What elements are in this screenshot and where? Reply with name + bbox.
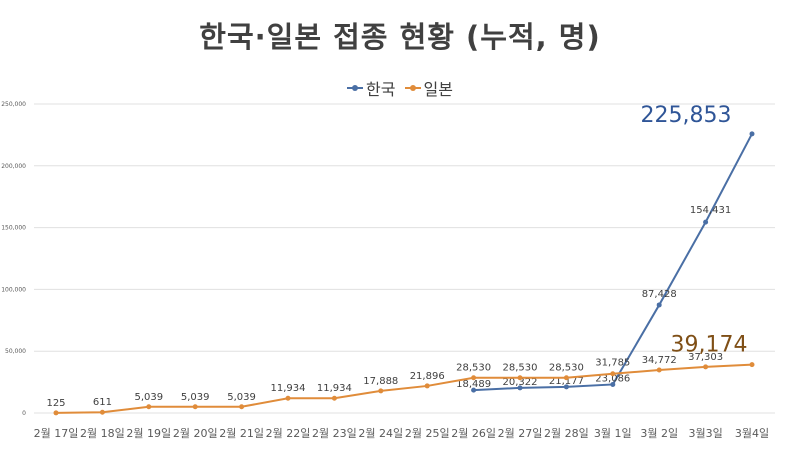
legend-item-korea: 한국 <box>347 76 395 100</box>
data-point <box>471 375 477 381</box>
data-label: 11,934 <box>317 383 352 394</box>
x-tick-label: 2월 17일 <box>34 426 79 440</box>
data-point <box>239 404 245 410</box>
legend-swatch-korea <box>347 85 363 91</box>
x-tick-label: 2월 18일 <box>80 426 125 440</box>
data-label: 31,785 <box>595 358 630 369</box>
data-label: 5,039 <box>227 392 256 403</box>
data-point <box>563 375 569 381</box>
x-tick-label: 2월 22일 <box>266 426 311 440</box>
legend-swatch-japan <box>404 85 421 91</box>
data-label: 28,530 <box>456 363 491 374</box>
data-point <box>703 364 709 370</box>
data-point <box>749 362 755 368</box>
data-point <box>378 388 384 394</box>
data-label: 87,428 <box>642 289 677 300</box>
data-point <box>656 367 662 373</box>
data-point <box>471 387 477 393</box>
data-label-final: 225,853 <box>641 103 732 128</box>
data-point <box>331 395 337 401</box>
data-point <box>517 385 523 391</box>
y-tick-label: 100,000 <box>1 286 26 293</box>
data-label: 5,039 <box>181 392 210 403</box>
data-point <box>656 302 662 308</box>
data-point <box>610 381 616 387</box>
data-point <box>517 375 523 381</box>
data-point <box>610 371 616 377</box>
y-tick-label: 250,000 <box>1 101 26 108</box>
data-label: 21,896 <box>410 371 445 382</box>
x-tick-label: 2월 23일 <box>312 426 357 440</box>
data-point <box>749 131 755 137</box>
x-tick-label: 3월3일 <box>688 426 722 440</box>
data-point <box>424 383 430 389</box>
data-label: 154,431 <box>690 205 731 216</box>
data-point <box>285 395 291 401</box>
data-label: 611 <box>93 397 112 408</box>
data-point <box>192 404 198 410</box>
x-tick-label: 2월 20일 <box>173 426 218 440</box>
y-tick-label: 200,000 <box>1 163 26 170</box>
y-tick-label: 0 <box>22 410 26 417</box>
series-line-japan <box>55 363 753 414</box>
legend-item-japan: 일본 <box>404 76 453 100</box>
data-label: 28,530 <box>503 363 538 374</box>
legend: 한국 일본 <box>0 74 800 100</box>
x-tick-label: 3월4일 <box>735 426 769 440</box>
data-label: 20,322 <box>503 377 538 388</box>
data-point <box>703 219 709 225</box>
legend-label-japan: 일본 <box>423 80 453 99</box>
data-label: 18,489 <box>456 379 491 390</box>
x-tick-label: 2월 21일 <box>219 426 264 440</box>
data-label: 37,303 <box>688 352 723 363</box>
y-tick-label: 150,000 <box>1 225 26 232</box>
data-point <box>146 404 152 410</box>
y-tick-label: 50,000 <box>5 348 26 355</box>
data-label-final: 39,174 <box>671 333 748 358</box>
x-tick-label: 3월 2일 <box>640 426 678 440</box>
data-label: 28,530 <box>549 363 584 374</box>
data-label: 11,934 <box>271 383 306 394</box>
data-label: 34,772 <box>642 355 677 366</box>
data-label: 17,888 <box>363 376 398 387</box>
x-tick-label: 2월 28일 <box>544 426 589 440</box>
data-label: 5,039 <box>134 392 163 403</box>
x-tick-label: 2월 25일 <box>405 426 450 440</box>
data-point <box>53 410 59 416</box>
x-tick-label: 2월 27일 <box>498 426 543 440</box>
chart-title: 한국·일본 접종 현황 (누적, 명) <box>199 20 601 54</box>
x-tick-label: 3월 1일 <box>594 426 632 440</box>
x-tick-label: 2월 19일 <box>126 426 171 440</box>
data-label: 23,086 <box>595 373 630 384</box>
data-point <box>99 409 105 415</box>
x-tick-label: 2월 24일 <box>358 426 403 440</box>
legend-label-korea: 한국 <box>366 80 396 99</box>
data-label: 21,177 <box>549 376 584 387</box>
data-label: 125 <box>46 398 65 409</box>
x-tick-label: 2월 26일 <box>451 426 496 440</box>
data-point <box>563 384 569 390</box>
